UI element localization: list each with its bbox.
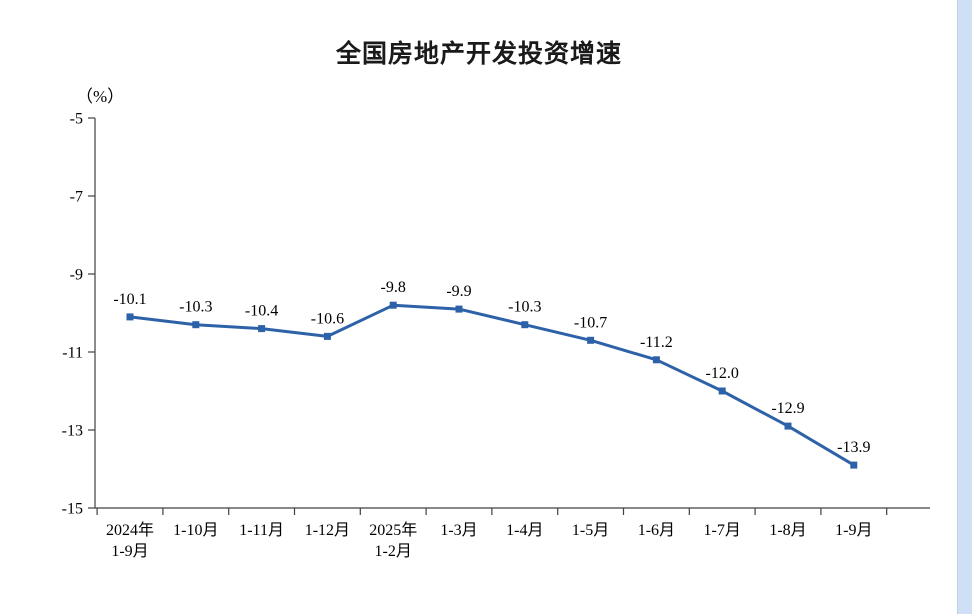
data-point-label: -13.9 [837, 439, 870, 456]
data-point-marker [455, 305, 463, 313]
x-tick-label: 1-5月 [572, 522, 609, 539]
data-point-label: -10.3 [508, 299, 541, 316]
y-tick-label: -5 [70, 111, 83, 128]
data-point-marker [784, 422, 792, 430]
data-point-label: -10.6 [311, 310, 344, 327]
x-tick-label: 1-12月 [305, 522, 350, 539]
x-tick-label: 1-10月 [173, 522, 218, 539]
data-point-marker [192, 321, 200, 329]
x-tick-label: 2024年 1-9月 [106, 521, 154, 560]
data-point-marker [323, 332, 331, 340]
data-point-label: -11.2 [640, 334, 673, 351]
y-tick-label: -11 [62, 345, 83, 362]
data-point-label: -9.9 [446, 283, 471, 300]
data-point-marker [389, 301, 397, 309]
data-point-marker [521, 321, 529, 329]
data-point-label: -10.1 [113, 291, 146, 308]
data-point-marker [258, 325, 266, 333]
x-tick-label: 1-3月 [440, 522, 477, 539]
data-point-marker [850, 461, 858, 469]
chart-title: 全国房地产开发投资增速 [335, 40, 622, 68]
data-point-marker [718, 387, 726, 395]
x-tick-label: 1-6月 [638, 522, 675, 539]
data-point-marker [587, 336, 595, 344]
scrollbar[interactable] [957, 0, 972, 614]
y-axis-unit-label: （%） [76, 87, 125, 106]
data-point-label: -10.4 [245, 303, 278, 320]
data-point-label: -12.9 [771, 400, 804, 417]
y-tick-label: -13 [62, 423, 83, 440]
x-tick-label: 1-4月 [506, 522, 543, 539]
data-point-label: -12.0 [706, 365, 739, 382]
data-line [129, 303, 855, 467]
data-point-label: -10.3 [179, 299, 212, 316]
x-tick-label: 2025年 1-2月 [369, 521, 417, 560]
x-tick-label: 1-8月 [769, 522, 806, 539]
x-tick-label: 1-11月 [239, 522, 284, 539]
data-point-label: -10.7 [574, 314, 607, 331]
y-tick-label: -7 [70, 189, 83, 206]
y-tick-label: -9 [70, 267, 83, 284]
x-tick-label: 1-9月 [835, 522, 872, 539]
data-point-marker [652, 356, 660, 364]
data-point-marker [126, 313, 134, 321]
y-tick-label: -15 [62, 501, 83, 518]
data-point-label: -9.8 [381, 279, 406, 296]
x-tick-label: 1-7月 [704, 522, 741, 539]
